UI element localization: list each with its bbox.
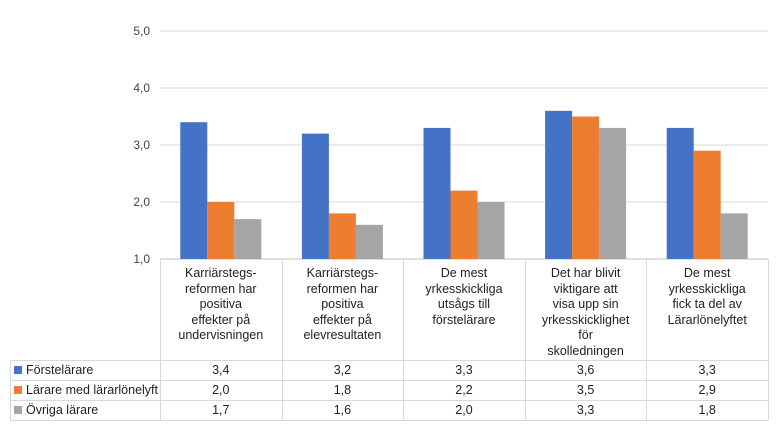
- legend-entry: Lärare med lärarlönelyft: [14, 380, 158, 400]
- data-label: 2,2: [455, 383, 473, 397]
- table-divider: [281, 259, 283, 420]
- table-divider: [10, 380, 768, 381]
- data-label: 1,8: [333, 383, 352, 397]
- category-label-line: utsågs till: [437, 297, 491, 311]
- category-label-line: yrkesskickliga: [425, 281, 503, 296]
- table-divider: [646, 259, 648, 420]
- legend-swatch: [14, 406, 22, 414]
- bar: [450, 190, 478, 259]
- category-label-line: yrkesskicklighet: [541, 312, 630, 327]
- series-name: Övriga lärare: [26, 403, 99, 417]
- series-name: Förstelärare: [26, 363, 94, 377]
- category-label-line: visa upp sin: [552, 297, 619, 311]
- bar: [666, 127, 694, 260]
- category-label-line: Det har blivit: [550, 266, 621, 280]
- y-tick-label: 1,0: [133, 252, 150, 266]
- legend-swatch: [14, 386, 22, 394]
- legend-swatch: [14, 366, 22, 374]
- legend-entry: Övriga lärare: [14, 400, 158, 420]
- y-tick-label: 4,0: [133, 81, 150, 95]
- bar: [328, 213, 356, 259]
- category-label: De mest yrkesskickliga utsågs till förstelä…: [403, 266, 525, 328]
- category-label-line: reformen har: [306, 281, 379, 296]
- category-label-line: elevresultaten: [303, 328, 382, 342]
- series-name: Lärare med lärarlönelyft: [26, 383, 159, 397]
- table-divider: [10, 360, 11, 420]
- data-label: 3,6: [576, 363, 595, 377]
- table-divider: [10, 420, 768, 421]
- table-divider: [403, 259, 405, 420]
- category-label-line: De mest: [440, 266, 488, 280]
- data-label: 2,0: [212, 383, 230, 397]
- bar: [423, 127, 451, 260]
- bar: [545, 110, 573, 259]
- table-divider: [160, 259, 161, 420]
- legend-entry: Förstelärare: [14, 360, 158, 380]
- category-label-line: positiva: [199, 297, 242, 311]
- y-tick-label: 5,0: [133, 24, 150, 38]
- category-label-line: skolledningen: [547, 343, 624, 358]
- category-label-line: yrkesskickliga: [668, 281, 746, 296]
- bar: [720, 213, 748, 259]
- category-label-line: Karriärstegs-: [185, 266, 257, 280]
- category-label-line: viktigare att: [553, 281, 618, 296]
- table-divider: [524, 259, 526, 420]
- category-label-line: reformen har: [185, 281, 257, 296]
- category-label: Det har blivit viktigare att visa upp sin y…: [525, 266, 647, 359]
- bar: [572, 116, 600, 259]
- bar: [693, 150, 721, 259]
- y-tick-label: 2,0: [133, 195, 150, 209]
- category-label: Karriärstegs-reformen har positiva effekte…: [160, 266, 282, 344]
- data-label: 3,3: [455, 363, 473, 377]
- category-label-line: positiva: [321, 297, 364, 311]
- bar: [207, 202, 235, 259]
- data-label: 3,4: [212, 363, 230, 377]
- category-label-line: Karriärstegs-: [306, 266, 379, 280]
- category-label-line: undervisningen: [178, 328, 264, 342]
- data-label: 1,8: [698, 403, 716, 417]
- category-label-line: för: [578, 328, 593, 342]
- data-label: 3,3: [576, 403, 595, 417]
- category-label-line: De mest: [683, 266, 731, 280]
- table-divider: [10, 360, 768, 361]
- bar: [355, 224, 383, 259]
- table-divider: [10, 400, 768, 401]
- category-label-line: Lärarlönelyftet: [667, 312, 747, 327]
- bar: [477, 202, 505, 259]
- category-label: Karriärstegs-reformen har positiva effekte…: [282, 266, 404, 344]
- data-label: 1,7: [212, 403, 230, 417]
- category-label: De mest yrkesskickliga fick ta del av Lärar…: [646, 266, 768, 328]
- data-label: 2,9: [698, 383, 716, 397]
- category-label-line: fick ta del av: [672, 297, 742, 311]
- bar: [301, 133, 329, 259]
- category-label-line: effekter på: [312, 312, 372, 327]
- category-label-line: effekter på: [191, 312, 251, 327]
- data-label: 3,2: [333, 363, 352, 377]
- bar: [599, 127, 627, 260]
- table-divider: [768, 259, 769, 420]
- data-label: 3,5: [576, 383, 595, 397]
- bar: [234, 219, 262, 259]
- data-label: 1,6: [333, 403, 352, 417]
- bar: [180, 122, 208, 259]
- data-label: 2,0: [455, 403, 473, 417]
- category-label-line: förstelärare: [432, 312, 496, 327]
- data-label: 3,3: [698, 363, 716, 377]
- y-tick-label: 3,0: [133, 138, 150, 152]
